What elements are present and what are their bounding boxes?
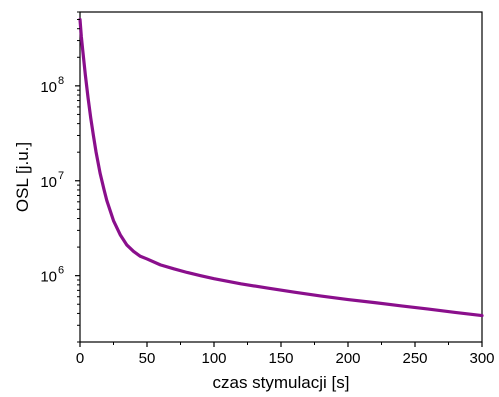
y-tick-exponent: 7 — [58, 170, 64, 182]
x-tick-label: 200 — [335, 350, 360, 367]
y-tick-label: 10 — [40, 174, 57, 191]
series-line-0 — [78, 17, 484, 318]
x-tick-label: 100 — [201, 350, 226, 367]
plot-frame — [79, 11, 483, 343]
x-tick-label: 300 — [469, 350, 494, 367]
y-tick-label: 10 — [40, 269, 57, 286]
x-tick-label: 250 — [402, 350, 427, 367]
y-tick-label: 10 — [40, 79, 57, 96]
x-tick-label: 0 — [76, 350, 84, 367]
y-tick-exponent: 8 — [58, 75, 64, 87]
y-axis-title: OSL [j.u.] — [13, 142, 32, 212]
x-tick-label: 50 — [139, 350, 156, 367]
y-tick-exponent: 6 — [58, 265, 64, 277]
x-axis-title: czas stymulacji [s] — [213, 373, 350, 392]
x-tick-label: 150 — [268, 350, 293, 367]
x-axis-ticks: 0 50 100 150 200 250 300 — [76, 342, 495, 367]
plot-area — [78, 11, 484, 343]
